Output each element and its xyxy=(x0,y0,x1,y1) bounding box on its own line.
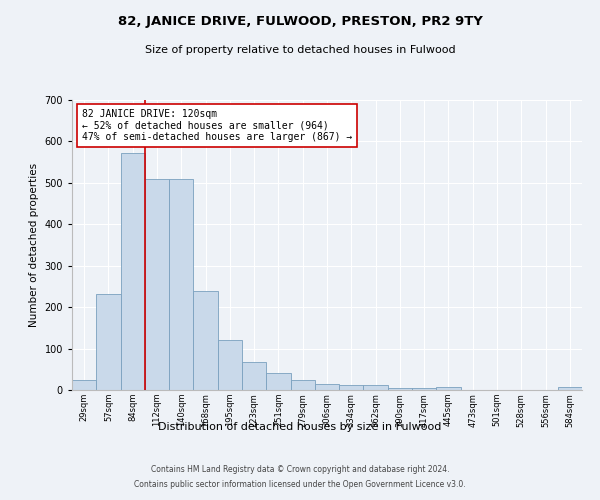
Text: 82 JANICE DRIVE: 120sqm
← 52% of detached houses are smaller (964)
47% of semi-d: 82 JANICE DRIVE: 120sqm ← 52% of detache… xyxy=(82,108,352,142)
Y-axis label: Number of detached properties: Number of detached properties xyxy=(29,163,39,327)
Bar xyxy=(145,178,169,390)
Bar xyxy=(218,340,242,390)
Bar xyxy=(72,380,96,390)
Bar xyxy=(388,388,412,390)
Text: Size of property relative to detached houses in Fulwood: Size of property relative to detached ho… xyxy=(145,45,455,55)
Bar xyxy=(169,178,193,390)
Text: 82, JANICE DRIVE, FULWOOD, PRESTON, PR2 9TY: 82, JANICE DRIVE, FULWOOD, PRESTON, PR2 … xyxy=(118,15,482,28)
Text: Contains public sector information licensed under the Open Government Licence v3: Contains public sector information licen… xyxy=(134,480,466,489)
Bar xyxy=(121,154,145,390)
Bar xyxy=(290,380,315,390)
Bar xyxy=(364,386,388,390)
Bar xyxy=(339,386,364,390)
Text: Distribution of detached houses by size in Fulwood: Distribution of detached houses by size … xyxy=(158,422,442,432)
Text: Contains HM Land Registry data © Crown copyright and database right 2024.: Contains HM Land Registry data © Crown c… xyxy=(151,465,449,474)
Bar xyxy=(315,384,339,390)
Bar xyxy=(242,362,266,390)
Bar xyxy=(558,387,582,390)
Bar xyxy=(412,388,436,390)
Bar xyxy=(96,294,121,390)
Bar xyxy=(193,292,218,390)
Bar xyxy=(266,374,290,390)
Bar xyxy=(436,386,461,390)
